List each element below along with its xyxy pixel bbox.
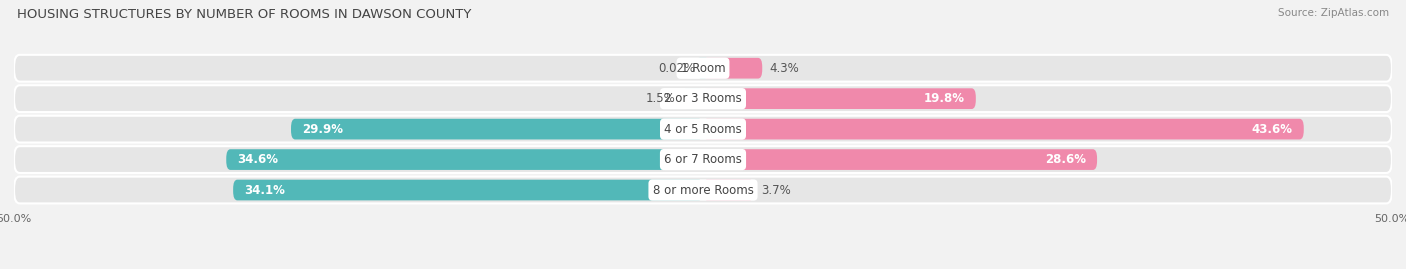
Text: 43.6%: 43.6% xyxy=(1251,123,1292,136)
Text: 8 or more Rooms: 8 or more Rooms xyxy=(652,183,754,197)
Text: 34.6%: 34.6% xyxy=(238,153,278,166)
FancyBboxPatch shape xyxy=(226,149,703,170)
Text: 34.1%: 34.1% xyxy=(245,183,285,197)
FancyBboxPatch shape xyxy=(699,58,707,79)
FancyBboxPatch shape xyxy=(14,55,1392,82)
Text: 4 or 5 Rooms: 4 or 5 Rooms xyxy=(664,123,742,136)
Text: 2 or 3 Rooms: 2 or 3 Rooms xyxy=(664,92,742,105)
Text: 1.5%: 1.5% xyxy=(645,92,675,105)
FancyBboxPatch shape xyxy=(14,116,1392,143)
Text: HOUSING STRUCTURES BY NUMBER OF ROOMS IN DAWSON COUNTY: HOUSING STRUCTURES BY NUMBER OF ROOMS IN… xyxy=(17,8,471,21)
Text: 0.02%: 0.02% xyxy=(658,62,696,75)
FancyBboxPatch shape xyxy=(703,88,976,109)
FancyBboxPatch shape xyxy=(703,119,1303,139)
Text: 1 Room: 1 Room xyxy=(681,62,725,75)
FancyBboxPatch shape xyxy=(682,88,703,109)
Text: 29.9%: 29.9% xyxy=(302,123,343,136)
FancyBboxPatch shape xyxy=(703,58,762,79)
Text: Source: ZipAtlas.com: Source: ZipAtlas.com xyxy=(1278,8,1389,18)
FancyBboxPatch shape xyxy=(291,119,703,139)
FancyBboxPatch shape xyxy=(14,177,1392,203)
Text: 28.6%: 28.6% xyxy=(1045,153,1085,166)
Text: 4.3%: 4.3% xyxy=(769,62,799,75)
FancyBboxPatch shape xyxy=(14,85,1392,112)
Text: 3.7%: 3.7% xyxy=(761,183,790,197)
FancyBboxPatch shape xyxy=(703,149,1097,170)
FancyBboxPatch shape xyxy=(703,180,754,200)
FancyBboxPatch shape xyxy=(14,146,1392,173)
Text: 6 or 7 Rooms: 6 or 7 Rooms xyxy=(664,153,742,166)
FancyBboxPatch shape xyxy=(233,180,703,200)
Text: 19.8%: 19.8% xyxy=(924,92,965,105)
